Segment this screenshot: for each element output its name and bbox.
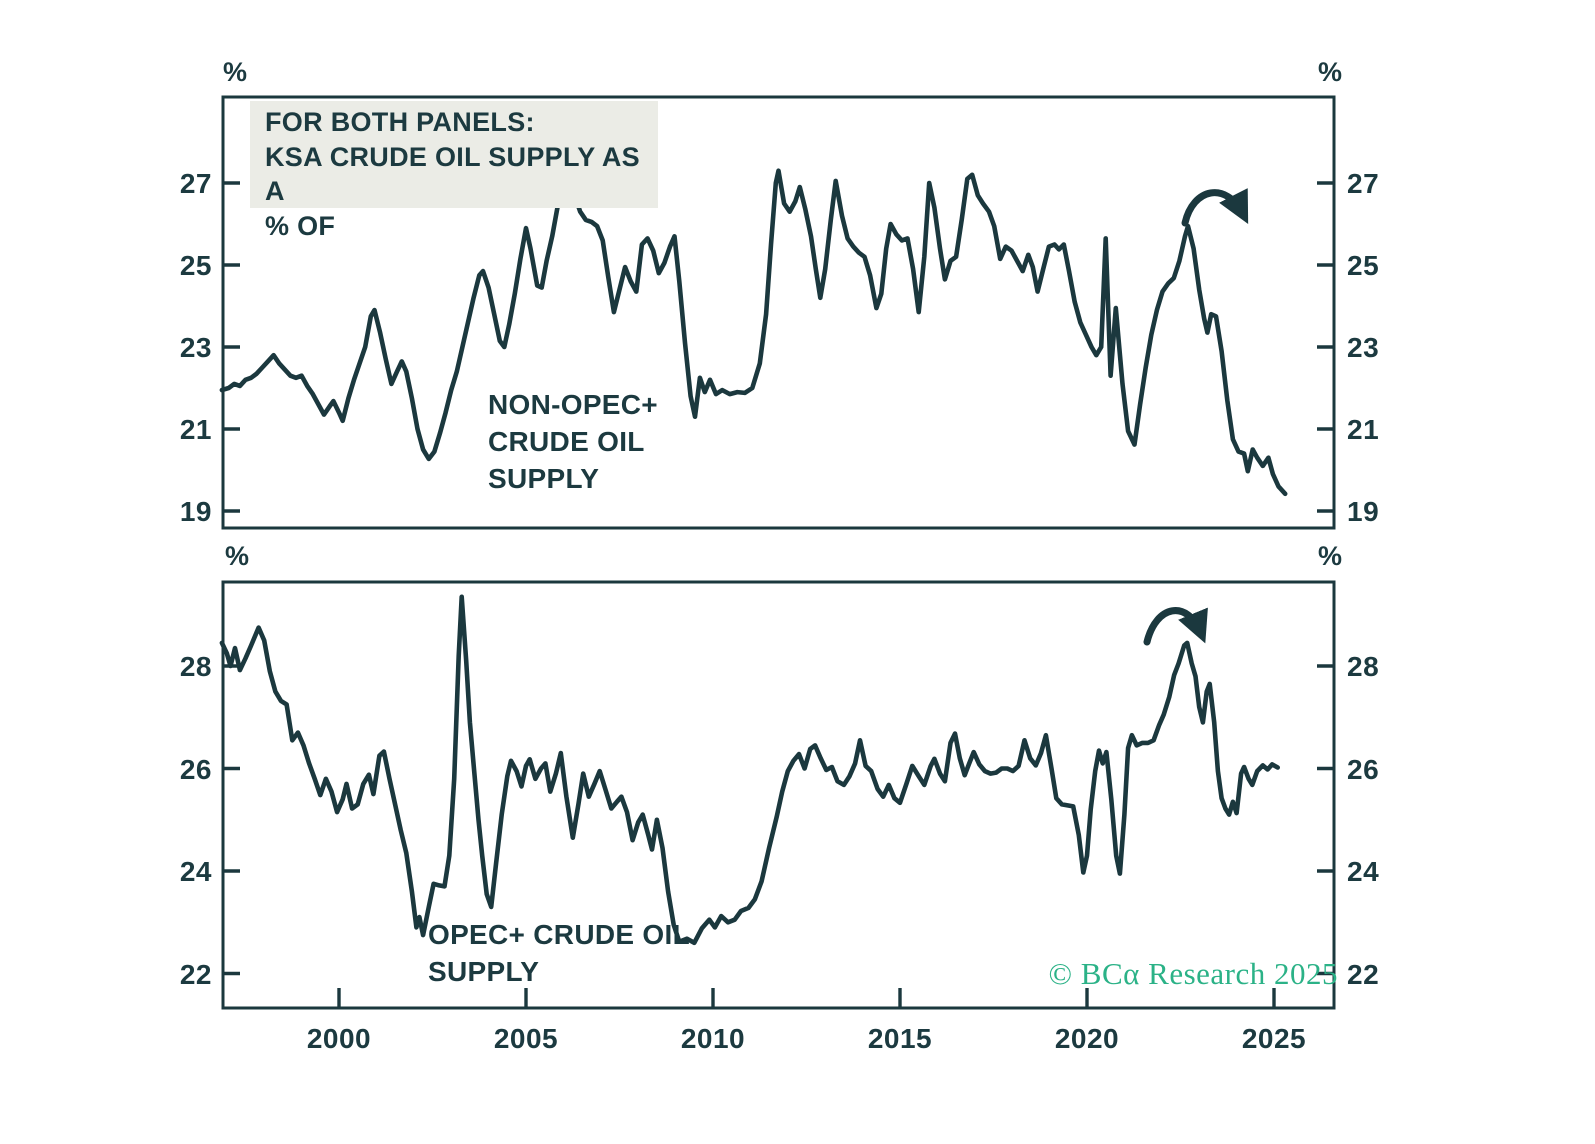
ytick-label: 22 — [180, 959, 212, 990]
xtick-label: 2000 — [307, 1023, 371, 1054]
downturn-arrow-icon-top — [1181, 188, 1249, 227]
xtick-label: 2025 — [1242, 1023, 1306, 1054]
ytick-label: 26 — [1347, 754, 1379, 785]
note-for-both-panels: FOR BOTH PANELS: KSA CRUDE OIL SUPPLY AS… — [250, 101, 658, 241]
ytick-label: 27 — [1347, 168, 1379, 199]
note-line: KSA CRUDE OIL SUPPLY AS A — [265, 141, 640, 207]
copyright-bca-research: © BCα Research 2025 — [1048, 956, 1338, 991]
series-label-line: OPEC+ CRUDE OIL — [428, 919, 690, 950]
xtick-label: 2015 — [868, 1023, 932, 1054]
top-panel-frame — [221, 95, 1336, 530]
ytick-label: 27 — [180, 168, 212, 199]
series-label-non-opec: NON-OPEC+ CRUDE OIL SUPPLY — [488, 386, 658, 497]
percent-label-mid-right: % — [1318, 541, 1342, 571]
ytick-label: 28 — [1347, 651, 1379, 682]
series-label-line: SUPPLY — [488, 463, 600, 494]
ytick-label: 23 — [180, 332, 212, 363]
ytick-label: 21 — [1347, 414, 1379, 445]
ytick-label: 23 — [1347, 332, 1379, 363]
ytick-label: 21 — [180, 414, 212, 445]
ytick-label: 19 — [180, 496, 212, 527]
ytick-label: 24 — [1347, 856, 1379, 887]
ytick-label: 24 — [180, 856, 212, 887]
percent-label-top-right: % — [1318, 57, 1342, 87]
ytick-label: 25 — [180, 250, 212, 281]
xtick-label: 2005 — [494, 1023, 558, 1054]
series-label-line: CRUDE OIL — [488, 426, 645, 457]
percent-label-top-left: % — [223, 57, 247, 87]
ytick-label: 25 — [1347, 250, 1379, 281]
opec-share-series-line — [219, 594, 1280, 946]
series-label-line: NON-OPEC+ — [488, 389, 658, 420]
downturn-arrow-icon-bottom — [1143, 607, 1208, 646]
non-opec-share-series-line — [219, 168, 1288, 497]
xtick-label: 2010 — [681, 1023, 745, 1054]
ytick-label: 28 — [180, 651, 212, 682]
axis-ticks — [223, 181, 1334, 1008]
percent-label-mid-left: % — [225, 541, 249, 571]
note-line: % OF — [265, 210, 336, 241]
note-line: FOR BOTH PANELS: — [265, 107, 535, 137]
series-label-line: SUPPLY — [428, 956, 540, 987]
ytick-label: 22 — [1347, 959, 1379, 990]
xtick-label: 2020 — [1055, 1023, 1119, 1054]
series-label-opec: OPEC+ CRUDE OIL SUPPLY — [428, 916, 690, 990]
ytick-label: 19 — [1347, 496, 1379, 527]
ytick-label: 26 — [180, 754, 212, 785]
bottom-panel-frame — [221, 580, 1336, 1010]
